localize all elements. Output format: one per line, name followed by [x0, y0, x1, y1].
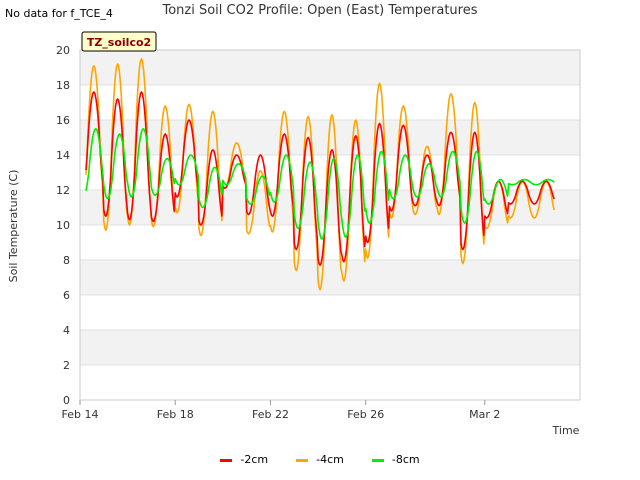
y-tick-label: 12 [56, 184, 70, 197]
legend-item: -4cm [296, 453, 344, 466]
x-axis-label: Time [552, 424, 580, 437]
x-tick-label: Mar 2 [469, 408, 500, 421]
y-tick-label: 20 [56, 44, 70, 57]
legend-swatch [371, 458, 384, 462]
y-tick-label: 2 [63, 359, 70, 372]
series-layer [85, 57, 555, 291]
series-line-minus-8cm [85, 128, 555, 240]
y-tick-label: 0 [63, 394, 70, 407]
legend-label: -8cm [391, 453, 420, 466]
y-tick-label: 14 [56, 149, 70, 162]
chart-title: Tonzi Soil CO2 Profile: Open (East) Temp… [162, 3, 478, 18]
legend-item: -8cm [371, 453, 420, 466]
no-data-note: No data for f_TCE_4 [5, 7, 113, 20]
x-tick-label: Feb 22 [252, 408, 289, 421]
x-tick-label: Feb 26 [347, 408, 384, 421]
series-badge-label: TZ_soilco2 [87, 36, 151, 49]
legend: -2cm -4cm -8cm [0, 453, 640, 466]
legend-item: -2cm [220, 453, 268, 466]
plot-frame [79, 49, 581, 401]
series-line-minus-4cm [85, 57, 555, 291]
background-band [80, 50, 580, 85]
series-line-minus-2cm [85, 91, 555, 267]
background-band [80, 365, 580, 400]
legend-label: -4cm [316, 453, 344, 466]
background-band [80, 225, 580, 260]
legend-swatch [296, 458, 309, 462]
series-badge: TZ_soilco2 [81, 31, 157, 52]
background-band [80, 260, 580, 295]
background-band [80, 330, 580, 365]
legend-swatch [220, 458, 233, 462]
y-tick-label: 10 [56, 219, 70, 232]
y-tick-label: 4 [63, 324, 70, 337]
y-tick-label: 6 [63, 289, 70, 302]
y-axis-label: Soil Temperature (C) [7, 170, 20, 283]
background-band [80, 190, 580, 225]
x-axis-ticks: Feb 14 Feb 18 Feb 22 Feb 26 Mar 2 [62, 400, 500, 421]
y-axis-ticks: 0 2 4 6 8 10 12 14 16 18 20 [56, 44, 70, 407]
y-tick-label: 18 [56, 79, 70, 92]
x-tick-label: Feb 18 [157, 408, 194, 421]
y-tick-label: 16 [56, 114, 70, 127]
x-tick-label: Feb 14 [62, 408, 99, 421]
y-tick-label: 8 [63, 254, 70, 267]
background-band [80, 85, 580, 120]
legend-label: -2cm [240, 453, 269, 466]
background-band [80, 295, 580, 330]
